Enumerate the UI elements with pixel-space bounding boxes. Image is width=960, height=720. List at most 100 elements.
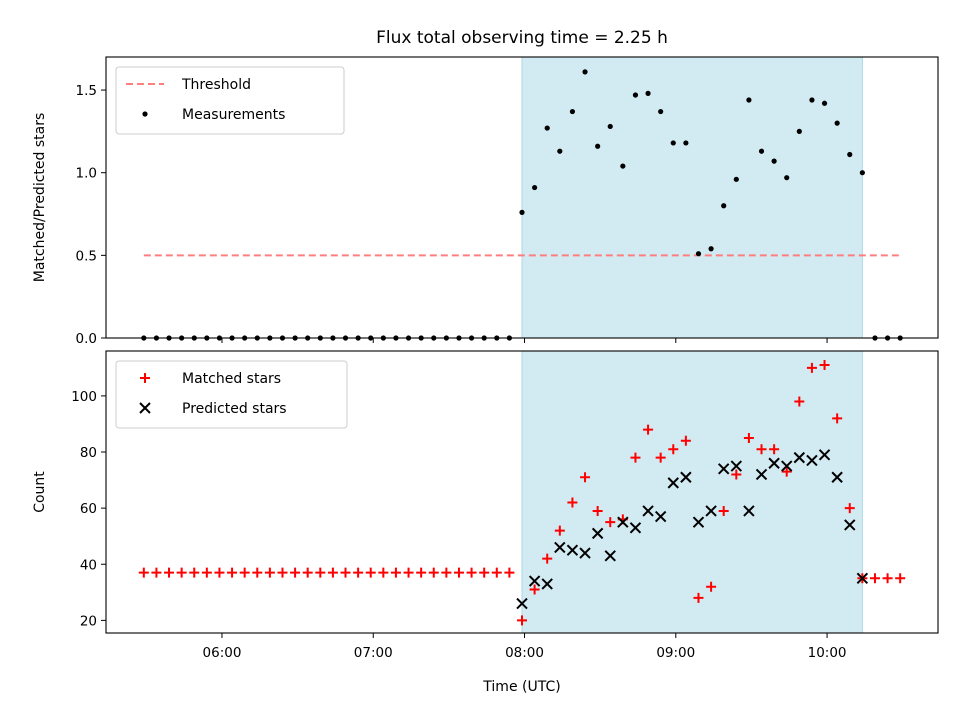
data-point (680, 471, 692, 483)
legend-marker (139, 402, 151, 414)
data-point (758, 148, 765, 154)
data-point (821, 100, 828, 106)
data-point (844, 503, 855, 514)
data-point (189, 567, 200, 578)
legend-box (115, 66, 345, 135)
data-point (882, 573, 893, 584)
data-point (844, 519, 856, 531)
data-point (607, 123, 613, 130)
x-tick-label: 06:00 (203, 645, 242, 661)
data-point (806, 362, 817, 373)
legend-label: Predicted stars (182, 401, 287, 417)
data-point (832, 413, 843, 424)
data-point (708, 246, 714, 252)
data-point (847, 151, 853, 158)
data-point (566, 544, 579, 556)
data-point (730, 460, 743, 472)
legend-label: Matched stars (182, 371, 281, 387)
y-tick-label: 0.0 (76, 331, 97, 347)
top-panel-ratio: 0.0 0.5 1.0 1.5 Matched/Predicted stars Thres… (32, 56, 939, 347)
data-point (604, 550, 616, 562)
data-point (733, 176, 739, 182)
data-point (743, 432, 754, 443)
data-point (579, 547, 591, 559)
bottom-panel-counts: 20 40 60 80 100 06:00 07:00 08:00 09:00 10:00 Coun… (32, 350, 939, 661)
data-point (731, 469, 742, 480)
data-point (655, 452, 666, 463)
data-point (643, 424, 654, 435)
data-point (466, 567, 477, 578)
data-point (302, 567, 313, 578)
data-point (428, 567, 439, 578)
data-point (516, 597, 528, 610)
observing-window-band (521, 350, 863, 634)
data-point (378, 567, 389, 578)
data-point (605, 517, 616, 528)
data-point (315, 567, 326, 578)
data-point (895, 573, 906, 584)
data-point (554, 525, 565, 536)
data-point (592, 505, 603, 516)
data-point (693, 592, 704, 603)
data-point (264, 567, 275, 578)
data-point (667, 477, 679, 489)
data-point (629, 522, 642, 534)
y-axis-label: Matched/Predicted stars (32, 113, 48, 283)
data-point (214, 567, 225, 578)
data-point (595, 143, 601, 149)
data-point (532, 184, 538, 191)
data-point (519, 209, 525, 215)
data-point (290, 567, 301, 578)
data-point (819, 360, 830, 371)
data-point (692, 516, 705, 528)
data-point (453, 567, 464, 578)
data-point (768, 457, 780, 469)
y-tick-label: 60 (80, 501, 97, 517)
data-point (617, 516, 629, 528)
data-point (529, 584, 540, 595)
data-point (680, 435, 691, 446)
y-tick-label: 1.5 (76, 83, 97, 99)
data-point (717, 463, 730, 475)
data-point (630, 452, 641, 463)
data-point (416, 567, 427, 578)
y-tick-label: 40 (80, 557, 97, 573)
legend-box (115, 360, 348, 429)
data-point (769, 444, 780, 455)
data-point (365, 567, 376, 578)
data-point (441, 567, 452, 578)
data-point (201, 567, 212, 578)
data-point (718, 505, 729, 516)
data-point (542, 553, 553, 564)
data-point (806, 454, 818, 467)
data-point (695, 251, 702, 257)
data-point (164, 567, 175, 578)
data-point (353, 567, 364, 578)
data-point (645, 90, 651, 96)
y-axis-label: Count (32, 471, 48, 513)
series-x (516, 449, 869, 610)
data-point (869, 573, 880, 584)
data-point (794, 396, 805, 407)
y-tick-label: 0.5 (76, 248, 97, 264)
data-point (784, 175, 790, 181)
x-axis-label: Time (UTC) (482, 679, 560, 695)
data-point (151, 567, 162, 578)
data-point (706, 581, 717, 592)
data-point (277, 567, 288, 578)
y-tick-label: 100 (71, 389, 97, 405)
data-point (859, 170, 865, 176)
data-point (554, 541, 566, 554)
data-point (340, 567, 351, 578)
axes-frame (105, 56, 939, 339)
data-point (721, 203, 727, 209)
data-point (771, 158, 777, 164)
data-point (796, 128, 802, 134)
data-point (591, 527, 604, 540)
data-point (781, 466, 792, 477)
data-point (227, 567, 238, 578)
data-point (528, 575, 541, 587)
data-point (668, 444, 679, 455)
data-point (818, 449, 831, 461)
